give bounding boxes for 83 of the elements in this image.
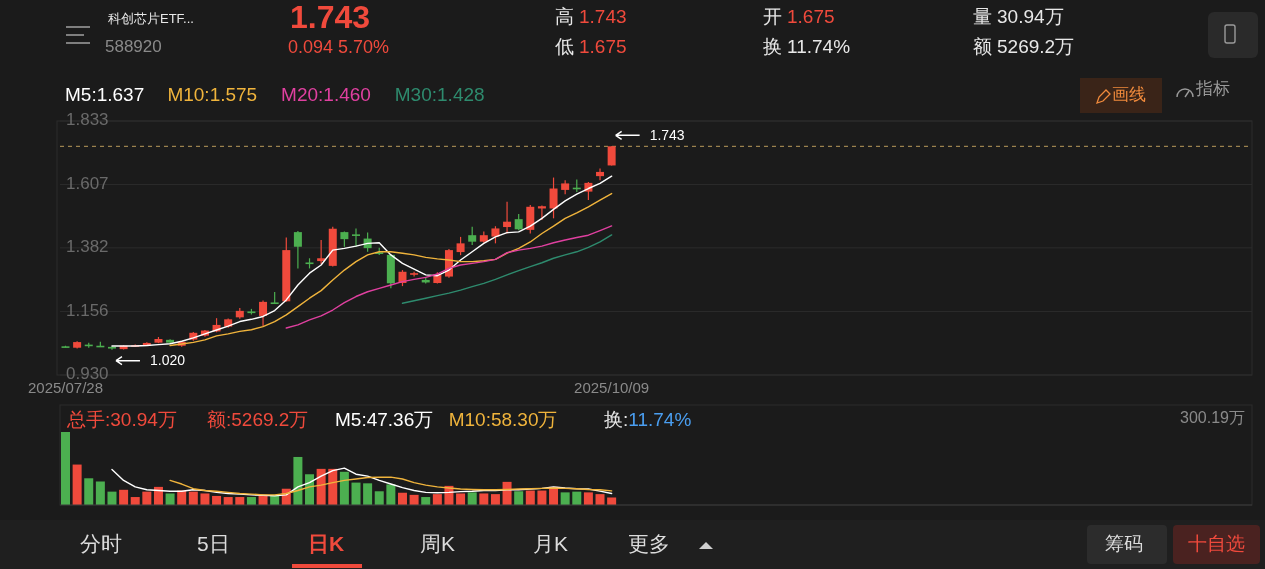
text: 量 30.94万 [973,6,1064,28]
bar [479,493,489,505]
text: 周K [420,531,456,555]
annotation: 1.020 [149,352,186,369]
bar [142,491,152,505]
text: 300.19万 [1180,409,1245,427]
chart-title: 科创芯片ETF... [108,11,194,27]
text: M10:1.575 [167,84,258,106]
text: 画线 [1112,85,1146,105]
text: 0.094 5.70% [288,36,390,57]
line-series [401,234,613,304]
bar [293,456,303,505]
bar [84,478,94,505]
text: 分时 [80,531,122,555]
text: 低 1.675 [555,36,627,58]
bar [61,432,70,505]
text: 5日 [197,531,230,555]
line-series [285,225,613,329]
bar [107,491,117,505]
bar [572,491,582,505]
text: M10:58.30万 [448,409,558,431]
bar [583,492,593,505]
bar [374,491,384,505]
bar [595,494,605,505]
chart-subtitle: 588920 [105,37,162,57]
text: 筹码 [1105,533,1143,555]
text: 指标 [1195,79,1230,99]
bar [397,492,407,505]
text: 十自选 [1188,533,1245,555]
x-tick-label: 2025/10/09 [574,378,650,396]
bar [490,494,500,505]
text: 高 1.743 [555,6,627,28]
bar [72,464,82,505]
candlestick [468,226,477,246]
annotation: 1.743 [649,127,685,144]
bar [514,491,524,505]
bar [607,497,617,505]
candlestick [549,176,558,219]
bar [351,482,361,505]
bar [188,491,198,505]
candlestick [456,236,465,256]
bar [560,492,570,505]
text: 额 5269.2万 [973,36,1075,58]
text: 换 11.74% [763,36,851,58]
bar [432,494,442,505]
bar [119,489,129,505]
text: 1.743 [290,0,371,36]
candlestick [410,271,419,278]
text: 更多 [628,531,670,555]
y-tick-label: 1.607 [66,174,109,194]
text: M30:1.428 [394,84,485,106]
bar [165,493,175,505]
candlestick [503,201,512,235]
text: 额:5269.2万 [207,409,309,431]
line-series [169,192,613,347]
y-tick-label: 1.382 [66,237,109,257]
text: 月K [533,531,569,555]
candlestick [596,167,605,181]
text: M5:47.36万 [335,409,434,431]
bar [200,493,210,505]
bar [456,493,466,505]
line-series [111,175,613,347]
candlestick [317,239,326,265]
text: 日K [308,531,345,555]
bar [363,483,373,505]
x-tick-label: 2025/07/28 [27,378,104,396]
text: M5:1.637 [65,84,145,106]
candlestick [259,299,268,328]
y-tick-label: 1.833 [66,110,109,130]
bar [339,471,349,505]
candlestick [526,204,535,235]
bar [525,490,535,505]
bar [467,492,477,505]
text: 开 1.675 [763,6,835,28]
bar [386,484,396,505]
text: 总手:30.94万 [66,409,177,431]
bar [95,481,105,505]
text: M20:1.460 [281,84,371,106]
bar [537,490,547,505]
y-tick-label: 1.156 [66,300,109,320]
candlestick [352,227,360,248]
text: 换:11.74% [604,409,692,431]
candlestick [293,230,302,269]
